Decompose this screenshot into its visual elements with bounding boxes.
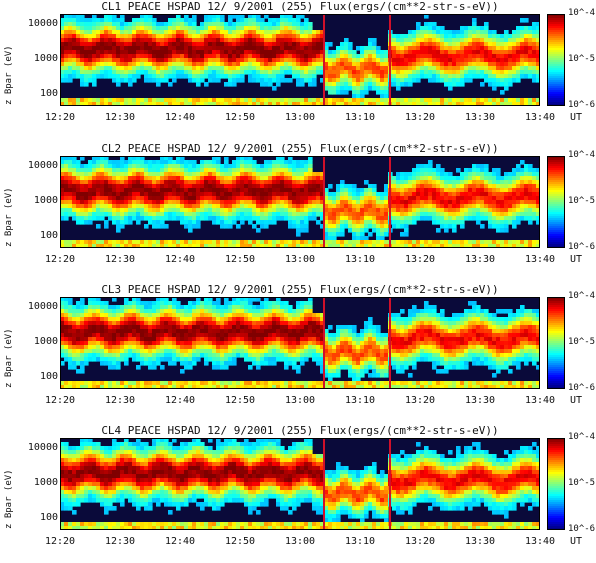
y-axis-label: z Bpar (eV) [4,40,18,110]
x-tick-label: 12:20 [40,112,80,123]
y-axis-label: z Bpar (eV) [4,464,18,534]
x-tick-label: 12:30 [100,395,140,406]
color-bar [547,438,565,530]
spectrogram-image [60,438,540,530]
color-bar-tick-label: 10^-4 [568,8,595,18]
color-bar-tick-label: 10^-6 [568,383,595,393]
color-bar-tick-label: 10^-6 [568,524,595,534]
color-bar-tick-label: 10^-4 [568,150,595,160]
x-tick-label: 13:40 [520,395,560,406]
y-axis-label: z Bpar (eV) [4,182,18,252]
x-tick-label: 12:40 [160,254,200,265]
y-tick-label: 1000 [18,336,58,347]
y-tick-label: 1000 [18,477,58,488]
x-tick-label: 12:50 [220,254,260,265]
spectrogram-image [60,14,540,106]
x-tick-label: 13:40 [520,112,560,123]
x-unit-label: UT [570,254,582,265]
x-tick-label: 12:40 [160,395,200,406]
color-bar-tick-label: 10^-5 [568,54,595,64]
x-tick-label: 12:20 [40,254,80,265]
x-tick-label: 13:00 [280,254,320,265]
x-tick-label: 13:20 [400,254,440,265]
x-tick-label: 13:00 [280,395,320,406]
color-bar-tick-label: 10^-5 [568,196,595,206]
color-bar [547,297,565,389]
x-tick-label: 13:10 [340,536,380,547]
color-bar-tick-label: 10^-5 [568,337,595,347]
y-tick-label: 1000 [18,53,58,64]
spectrogram-image [60,156,540,248]
spectrogram-panel-2: CL2 PEACE HSPAD 12/ 9/2001 (255) Flux(er… [0,142,596,281]
color-bar-tick-label: 10^-6 [568,100,595,110]
x-tick-label: 12:20 [40,536,80,547]
x-tick-label: 12:30 [100,112,140,123]
y-tick-label: 100 [18,230,58,241]
x-tick-label: 13:40 [520,536,560,547]
y-tick-label: 10000 [18,160,58,171]
x-tick-label: 13:20 [400,536,440,547]
spectrogram-image [60,297,540,389]
y-tick-label: 100 [18,512,58,523]
x-tick-label: 13:40 [520,254,560,265]
panel-title: CL2 PEACE HSPAD 12/ 9/2001 (255) Flux(er… [60,142,540,155]
x-tick-label: 13:30 [460,254,500,265]
color-bar [547,156,565,248]
spectrogram-panel-4: CL4 PEACE HSPAD 12/ 9/2001 (255) Flux(er… [0,424,596,563]
y-tick-label: 100 [18,371,58,382]
x-tick-label: 13:20 [400,395,440,406]
x-tick-label: 13:20 [400,112,440,123]
y-axis-label: z Bpar (eV) [4,323,18,393]
x-tick-label: 12:50 [220,536,260,547]
x-unit-label: UT [570,112,582,123]
x-tick-label: 13:10 [340,112,380,123]
x-tick-label: 12:50 [220,112,260,123]
color-bar-tick-label: 10^-5 [568,478,595,488]
y-tick-label: 10000 [18,18,58,29]
x-tick-label: 12:50 [220,395,260,406]
x-tick-label: 12:30 [100,254,140,265]
x-tick-label: 13:10 [340,395,380,406]
y-tick-label: 10000 [18,442,58,453]
x-tick-label: 13:30 [460,536,500,547]
color-bar [547,14,565,106]
color-bar-tick-label: 10^-6 [568,242,595,252]
color-bar-tick-label: 10^-4 [568,291,595,301]
y-tick-label: 100 [18,88,58,99]
spectrogram-panel-1: CL1 PEACE HSPAD 12/ 9/2001 (255) Flux(er… [0,0,596,139]
x-tick-label: 12:40 [160,536,200,547]
x-tick-label: 12:30 [100,536,140,547]
y-tick-label: 1000 [18,195,58,206]
x-unit-label: UT [570,536,582,547]
y-tick-label: 10000 [18,301,58,312]
x-unit-label: UT [570,395,582,406]
spectrogram-panel-3: CL3 PEACE HSPAD 12/ 9/2001 (255) Flux(er… [0,283,596,422]
x-tick-label: 12:20 [40,395,80,406]
x-tick-label: 13:30 [460,112,500,123]
x-tick-label: 13:10 [340,254,380,265]
x-tick-label: 12:40 [160,112,200,123]
x-tick-label: 13:30 [460,395,500,406]
panel-title: CL3 PEACE HSPAD 12/ 9/2001 (255) Flux(er… [60,283,540,296]
panel-title: CL4 PEACE HSPAD 12/ 9/2001 (255) Flux(er… [60,424,540,437]
color-bar-tick-label: 10^-4 [568,432,595,442]
panel-title: CL1 PEACE HSPAD 12/ 9/2001 (255) Flux(er… [60,0,540,13]
x-tick-label: 13:00 [280,112,320,123]
x-tick-label: 13:00 [280,536,320,547]
